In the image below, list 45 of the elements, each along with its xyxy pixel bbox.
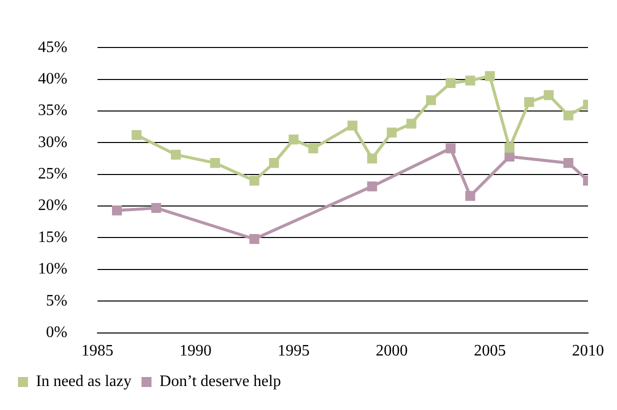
y-tick-label: 20% xyxy=(38,197,68,214)
x-tick-label: 2000 xyxy=(376,342,408,360)
point xyxy=(348,120,358,131)
point xyxy=(210,158,220,168)
point xyxy=(446,143,456,154)
point xyxy=(367,181,378,192)
point xyxy=(367,154,378,164)
x-tick-label: 1985 xyxy=(81,342,114,360)
y-tick-label: 30% xyxy=(38,134,68,151)
point xyxy=(544,90,554,100)
point xyxy=(563,110,574,120)
x-tick-label: 1995 xyxy=(278,342,310,360)
point xyxy=(249,176,260,186)
point xyxy=(446,78,456,88)
point xyxy=(308,143,318,154)
y-tick-label: 25% xyxy=(38,166,68,183)
point xyxy=(151,202,162,213)
point xyxy=(426,95,436,106)
point xyxy=(288,134,299,144)
y-tick-label: 40% xyxy=(38,70,68,88)
y-tick-label: 45% xyxy=(38,38,68,56)
y-tick-label: 35% xyxy=(38,102,68,120)
point xyxy=(465,76,476,86)
x-tick-label: 2010 xyxy=(572,342,604,360)
point xyxy=(504,142,514,153)
legend-label: In need as lazy xyxy=(36,373,132,390)
point xyxy=(249,234,260,244)
point xyxy=(524,97,534,108)
point xyxy=(170,150,181,160)
x-tick-label: 2005 xyxy=(474,342,506,360)
x-tick-label: 1990 xyxy=(179,342,212,360)
point xyxy=(112,206,122,216)
y-tick-label: 15% xyxy=(38,228,68,246)
point xyxy=(465,190,476,201)
y-tick-label: 0% xyxy=(46,324,68,342)
point xyxy=(563,158,574,168)
point xyxy=(386,128,397,138)
point xyxy=(269,158,279,168)
point xyxy=(132,130,142,140)
y-tick-label: 10% xyxy=(38,260,68,278)
y-tick-label: 5% xyxy=(46,292,68,310)
point xyxy=(406,118,416,129)
point xyxy=(484,71,495,82)
point xyxy=(504,152,514,162)
legend-label: Don’t deserve help xyxy=(160,373,281,390)
